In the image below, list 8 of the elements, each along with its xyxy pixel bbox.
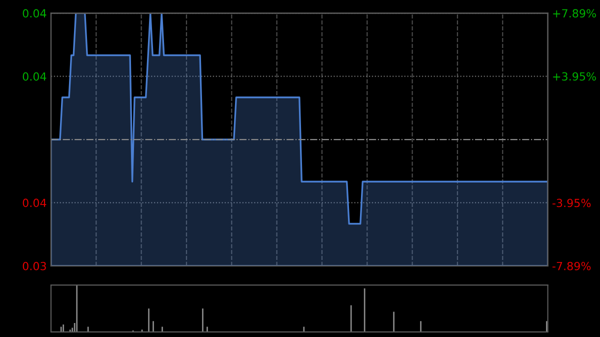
y2-tick-label: -3.95% xyxy=(552,198,591,208)
y-tick-label: 0.03 xyxy=(22,262,46,270)
y-tick-label: 0.04 xyxy=(22,198,46,208)
y2-tick-label: -7.89% xyxy=(552,262,591,270)
y-tick-label: 0.04 xyxy=(22,72,46,81)
y2-tick-label: +7.89% xyxy=(553,9,596,18)
y2-tick-label: +3.95% xyxy=(553,72,596,81)
y-tick-label: 0.04 xyxy=(22,9,46,18)
